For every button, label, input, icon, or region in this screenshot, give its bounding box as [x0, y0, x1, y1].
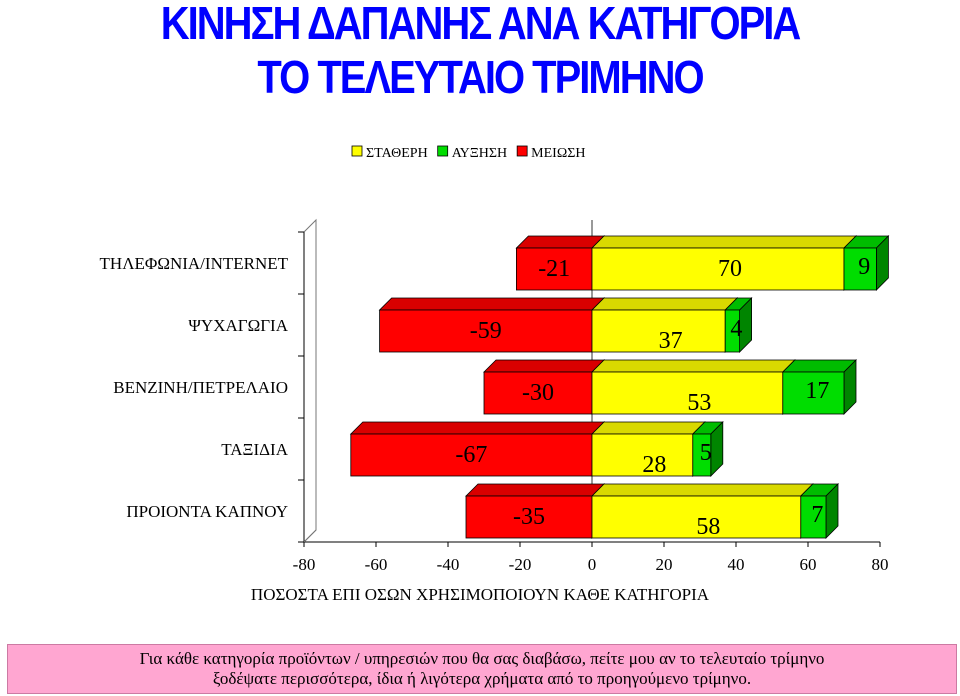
bar-front: [692, 433, 712, 477]
chart-title-line2: ΤΟ ΤΕΛΕΥΤΑΙΟ ΤΡΙΜΗΝΟ: [257, 52, 704, 104]
bar-front: [350, 433, 593, 477]
bar-front: [483, 371, 593, 415]
data-label-increase: 9: [858, 254, 870, 280]
x-tick-label: 60: [800, 555, 817, 574]
legend-swatch: [351, 145, 363, 157]
footnote-line2: ξοδέψατε περισσότερα, ίδια ή λιγότερα χρ…: [212, 669, 752, 688]
x-tick-label: -80: [293, 555, 316, 574]
category-label: ΤΑΞΙΔΙΑ: [221, 440, 288, 459]
footnote-line1: Για κάθε κατηγορία προϊόντων / υπηρεσιών…: [139, 649, 825, 668]
category-label: ΒΕΝΖΙΝΗ/ΠΕΤΡΕΛΑΙΟ: [113, 378, 288, 397]
x-axis-label: ΠΟΣΟΣΤΑ ΕΠΙ ΟΣΩΝ ΧΡΗΣΙΜΟΠΟΙΟΥΝ ΚΑΘΕ ΚΑΤΗ…: [251, 585, 710, 604]
bar-stable: [591, 483, 814, 539]
bar-top: [515, 235, 605, 249]
category-labels: ΤΗΛΕΦΩΝΙΑ/INTERNET ΨΥΧΑΓΩΓΙΑ ΒΕΝΖΙΝΗ/ΠΕΤΡΕ…: [100, 254, 289, 521]
data-label-decrease: -67: [455, 442, 487, 468]
bar-increase: [843, 235, 890, 291]
legend-label: ΑΥΞΗΣΗ: [452, 146, 507, 161]
bar-top: [349, 421, 605, 435]
data-label-increase: 17: [805, 378, 829, 404]
bar-top: [378, 297, 605, 311]
bar-front: [379, 309, 593, 353]
bar-top: [591, 421, 706, 435]
bar-top: [483, 359, 605, 373]
left-wall: [303, 218, 317, 544]
bar-increase: [691, 421, 724, 477]
question-footnote: Για κάθε κατηγορία προϊόντων / υπηρεσιών…: [7, 644, 957, 694]
legend-swatch: [516, 145, 528, 157]
x-tick-labels: -80 -60 -40 -20 0 20 40 60 80: [293, 555, 889, 574]
bar-chart: -21 70 9 -59 37 4 -30 53 17 -67 28 5 -35 58 7 ΤΗΛΕΦΩΝΙ…: [100, 145, 890, 604]
bar-front: [591, 433, 694, 477]
x-tick-label: 20: [656, 555, 673, 574]
data-label-decrease: -59: [470, 318, 502, 344]
legend: ΣΤΑΘΕΡΗ ΑΥΞΗΣΗ ΜΕΙΩΣΗ: [351, 145, 585, 161]
data-label-stable: 28: [642, 452, 666, 478]
bar-top: [465, 483, 605, 497]
chart-bars: -21 70 9 -59 37 4 -30 53 17 -67 28 5 -35 58 7: [349, 235, 890, 540]
x-tick-label: -20: [509, 555, 532, 574]
data-label-stable: 70: [718, 256, 742, 282]
bar-top: [781, 359, 857, 373]
bar-top: [591, 359, 796, 373]
legend-swatch: [437, 145, 449, 157]
bar-top: [591, 235, 857, 249]
bar-front: [800, 495, 827, 539]
bar-front: [782, 371, 845, 415]
bar-increase: [799, 483, 839, 539]
data-label-decrease: -21: [538, 256, 570, 282]
x-tick-label: -40: [437, 555, 460, 574]
legend-label: ΣΤΑΘΕΡΗ: [366, 146, 428, 161]
bar-front: [591, 247, 845, 291]
bar-front: [843, 247, 877, 291]
x-tick-label: 40: [728, 555, 745, 574]
legend-label: ΜΕΙΩΣΗ: [531, 146, 585, 161]
floor-edge: [303, 529, 317, 543]
bar-front: [465, 495, 593, 539]
category-label: ΠΡΟΙΟΝΤΑ ΚΑΠΝΟΥ: [126, 502, 288, 521]
bar-increase: [781, 359, 857, 415]
data-label-stable: 58: [696, 514, 720, 540]
x-tick-label: 80: [872, 555, 889, 574]
x-tick-label: 0: [588, 555, 597, 574]
data-label-decrease: -35: [513, 504, 545, 530]
x-tick-label: -60: [365, 555, 388, 574]
bar-top: [591, 483, 814, 497]
category-label: ΨΥΧΑΓΩΓΙΑ: [188, 316, 288, 335]
data-label-stable: 53: [687, 390, 711, 416]
category-label: ΤΗΛΕΦΩΝΙΑ/INTERNET: [100, 254, 289, 273]
bar-decrease: [349, 421, 605, 477]
data-label-increase: 4: [730, 316, 742, 342]
data-label-stable: 37: [659, 328, 683, 354]
bar-front: [591, 309, 726, 353]
chart-title-line1: ΚΙΝΗΣΗ ΔΑΠΑΝΗΣ ΑΝΑ ΚΑΤΗΓΟΡΙΑ: [160, 0, 802, 50]
data-label-increase: 7: [811, 502, 823, 528]
data-label-decrease: -30: [522, 380, 554, 406]
data-label-increase: 5: [700, 440, 712, 466]
bar-increase: [724, 297, 753, 353]
bar-front: [724, 309, 741, 353]
bar-top: [591, 297, 739, 311]
